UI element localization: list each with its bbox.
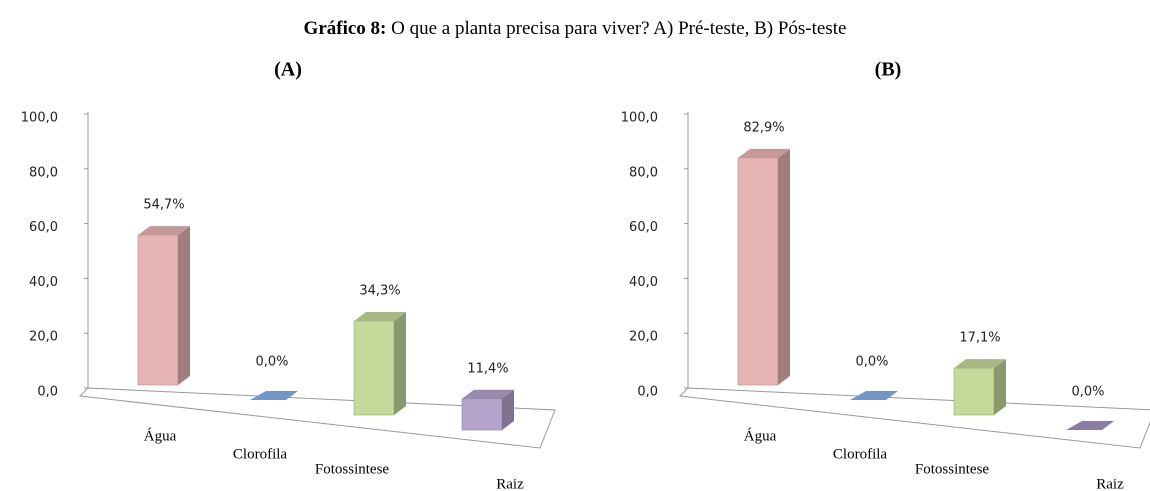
bar-top xyxy=(354,312,406,322)
y-tick-label: 60,0 xyxy=(29,220,58,235)
bar xyxy=(737,148,790,386)
value-label: 0,0% xyxy=(255,355,288,370)
bar-top xyxy=(138,226,190,236)
value-label: 82,9% xyxy=(743,120,784,135)
bar-flat xyxy=(850,391,898,400)
bar-front xyxy=(353,320,395,416)
value-label: 54,7% xyxy=(143,198,184,213)
value-label: 11,4% xyxy=(467,361,508,376)
bar xyxy=(250,391,298,400)
bar-top xyxy=(738,148,790,158)
bar-top xyxy=(954,359,1006,369)
x-tick-label: Fotossintese xyxy=(915,461,990,477)
y-tick-label: 0,0 xyxy=(637,385,658,400)
y-tick-label: 100,0 xyxy=(21,111,58,126)
bar xyxy=(850,391,898,400)
x-tick-label: Raiz xyxy=(1096,476,1124,491)
bar-side xyxy=(778,148,790,385)
bar xyxy=(137,226,190,386)
bar-front xyxy=(461,398,503,431)
bar xyxy=(1066,421,1114,430)
x-tick-label: Água xyxy=(744,427,777,444)
x-tick-label: Fotossintese xyxy=(315,461,390,477)
y-tick-label: 40,0 xyxy=(629,275,658,290)
value-label: 17,1% xyxy=(959,331,1000,346)
y-tick-label: 80,0 xyxy=(29,165,58,180)
x-tick-label: Raiz xyxy=(496,476,524,491)
chart-title: (B) xyxy=(875,59,902,81)
bar-side xyxy=(178,226,190,385)
bar-front xyxy=(137,234,179,386)
y-tick-label: 20,0 xyxy=(29,330,58,345)
value-label: 34,3% xyxy=(359,284,400,299)
x-tick-label: Clorofila xyxy=(233,446,287,462)
y-tick-label: 100,0 xyxy=(621,111,658,126)
bar xyxy=(461,389,514,431)
bar-side xyxy=(502,389,514,430)
y-tick-label: 80,0 xyxy=(629,165,658,180)
bar-front xyxy=(737,157,779,386)
bar-side xyxy=(394,312,406,415)
chart-title: (A) xyxy=(274,59,302,81)
y-tick-label: 0,0 xyxy=(37,385,58,400)
y-tick-label: 40,0 xyxy=(29,275,58,290)
figure-text: O que a planta precisa para viver? A) Pr… xyxy=(391,18,846,39)
bar-flat xyxy=(1066,421,1114,430)
bar-flat xyxy=(250,391,298,400)
x-tick-label: Água xyxy=(144,427,177,444)
bar-side xyxy=(994,359,1006,415)
figure-title: Gráfico 8: O que a planta precisa para v… xyxy=(304,18,847,39)
value-label: 0,0% xyxy=(1071,385,1104,400)
bar xyxy=(953,359,1006,416)
bar xyxy=(353,312,406,416)
y-tick-label: 60,0 xyxy=(629,220,658,235)
bar-top xyxy=(462,389,514,399)
bar-front xyxy=(953,367,995,416)
value-label: 0,0% xyxy=(855,355,888,370)
y-tick-label: 20,0 xyxy=(629,330,658,345)
x-tick-label: Clorofila xyxy=(833,446,887,462)
figure-label: Gráfico 8: xyxy=(304,18,387,39)
